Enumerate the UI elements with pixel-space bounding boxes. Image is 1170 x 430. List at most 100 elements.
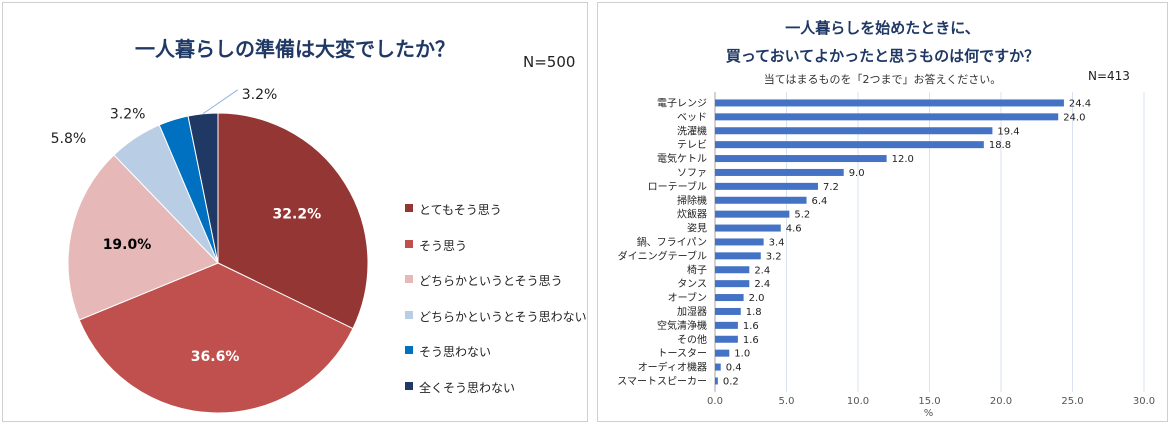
bar-xtick-label-4: 20.0 (990, 396, 1012, 407)
bar-category-label-16: 空気清浄機 (657, 319, 707, 332)
bar-x-axis-label: % (924, 408, 934, 419)
bar-category-label-9: 姿見 (687, 222, 707, 235)
bar-value-label-1: 24.0 (1063, 112, 1085, 123)
pie-legend-swatch-0 (405, 204, 413, 212)
pie-legend-label-1: そう思う (419, 238, 468, 253)
bar-value-label-11: 3.2 (766, 251, 782, 262)
bar-value-label-12: 2.4 (754, 265, 770, 276)
bar-category-label-8: 炊飯器 (677, 208, 707, 221)
pie-legend-label-3: どちらかというとそう思わない (419, 309, 587, 324)
bar-category-label-15: 加湿器 (677, 306, 707, 318)
pie-chart: 32.2% 36.6% 19.0% 5.8% 3.2% 3.2% (51, 87, 369, 414)
bar-value-label-10: 3.4 (769, 237, 785, 248)
pie-legend-label-0: とてもそう思う (419, 203, 502, 217)
bar-category-label-12: 椅子 (687, 263, 707, 276)
bar-value-label-6: 7.2 (823, 182, 839, 193)
pie-slice-0 (217, 112, 369, 330)
bar-11 (715, 252, 761, 260)
bar-value-label-17: 1.6 (743, 335, 759, 346)
bar-6 (715, 182, 818, 190)
bar-19 (715, 363, 721, 371)
bar-8 (715, 210, 790, 218)
bar-chart-title-line1: 一人暮らしを始めたときに、 (785, 19, 980, 37)
bar-2 (715, 127, 993, 135)
bar-category-label-13: タンス (677, 278, 707, 290)
pie-legend-swatch-3 (405, 310, 413, 319)
bar-category-label-20: スマートスピーカー (617, 375, 707, 387)
bar-4 (715, 155, 887, 163)
bar-category-label-11: ダイニングテーブル (618, 249, 707, 262)
bar-category-label-6: ローテーブル (648, 180, 707, 193)
pie-chart-n-label: N=500 (523, 53, 576, 71)
bar-category-label-14: オーブン (668, 291, 707, 304)
bar-chart-panel: 一人暮らしを始めたときに、 買っておいてよかったと思うものは何ですか？ 当てはま… (597, 2, 1168, 422)
bar-value-label-20: 0.2 (723, 376, 739, 387)
bar-value-label-3: 18.8 (989, 140, 1011, 151)
bar-category-label-5: ソファ (677, 168, 707, 179)
bar-category-label-0: 電子レンジ (657, 97, 707, 109)
pie-value-label-5: 3.2% (242, 87, 278, 103)
bar-xtick-label-0: 0.0 (707, 396, 723, 407)
pie-slice-1 (78, 262, 354, 414)
bar-1 (715, 113, 1059, 121)
bar-9 (715, 224, 781, 232)
bar-category-label-19: オーディオ機器 (638, 361, 707, 374)
pie-legend-swatch-2 (405, 275, 413, 283)
bar-value-label-16: 1.6 (743, 321, 759, 332)
bar-xtick-label-1: 5.0 (779, 396, 795, 407)
bar-7 (715, 196, 807, 204)
bar-value-label-4: 12.0 (892, 154, 914, 165)
bar-category-label-17: その他 (677, 333, 707, 346)
pie-value-label-4: 3.2% (110, 106, 146, 122)
bar-chart: 0.0 5.0 10.0 15.0 20.0 25.0 30.0% 電子レンジ 24.4 ベッド 2… (617, 92, 1155, 419)
pie-legend-swatch-5 (405, 381, 413, 390)
bar-value-label-7: 6.4 (812, 196, 828, 207)
bar-value-label-5: 9.0 (849, 168, 865, 179)
pie-slice-5 (187, 112, 219, 264)
bar-xtick-label-2: 10.0 (847, 396, 869, 407)
bar-value-label-15: 1.8 (746, 307, 762, 318)
pie-chart-title: 一人暮らしの準備は大変でしたか？ (135, 37, 455, 61)
bar-3 (715, 141, 984, 149)
bar-10 (715, 238, 764, 246)
bar-category-label-2: 洗濯機 (677, 124, 707, 137)
pie-value-label-2: 19.0% (103, 237, 152, 253)
bar-xtick-label-5: 25.0 (1061, 396, 1083, 407)
bar-value-label-19: 0.4 (726, 363, 742, 374)
bar-14 (715, 294, 744, 302)
bar-xtick-label-3: 15.0 (918, 396, 940, 407)
bar-12 (715, 266, 750, 274)
bar-category-label-18: トースター (658, 348, 708, 360)
bar-category-label-4: 電気ケトル (657, 152, 707, 165)
bar-value-label-2: 19.4 (997, 126, 1019, 137)
pie-value-label-3: 5.8% (51, 131, 87, 147)
bar-value-label-13: 2.4 (754, 279, 770, 290)
bar-0 (715, 99, 1064, 107)
bar-value-label-8: 5.2 (794, 210, 810, 221)
bar-value-label-14: 2.0 (749, 293, 765, 304)
bar-13 (715, 280, 750, 288)
bar-value-label-9: 4.6 (786, 224, 802, 235)
bar-20 (715, 377, 718, 385)
bar-15 (715, 307, 741, 315)
pie-leader-line-5 (202, 89, 239, 115)
bar-category-label-3: テレビ (677, 139, 707, 151)
bar-category-label-7: 掃除機 (677, 194, 707, 207)
bar-value-label-0: 24.4 (1069, 98, 1091, 109)
pie-legend-swatch-1 (405, 239, 413, 248)
bar-17 (715, 335, 738, 343)
bar-chart-title-line2: 買っておいてよかったと思うものは何ですか？ (725, 47, 1040, 65)
pie-chart-panel: 一人暮らしの準備は大変でしたか？ N=500 32.2% 36.6% 19.0% 5.… (2, 2, 588, 422)
bar-18 (715, 349, 730, 357)
pie-value-label-0: 32.2% (273, 207, 322, 223)
pie-slice-2 (67, 154, 219, 321)
bar-value-label-18: 1.0 (734, 349, 750, 360)
pie-legend-swatch-4 (405, 346, 413, 354)
bar-16 (715, 321, 738, 329)
pie-legend-label-4: そう思わない (419, 345, 492, 359)
bar-category-label-1: ベッド (677, 111, 707, 123)
bar-xtick-label-6: 30.0 (1133, 396, 1155, 407)
pie-legend-label-2: どちらかというとそう思う (419, 274, 563, 288)
bar-category-label-10: 鍋、フライパン (637, 235, 707, 248)
bar-5 (715, 168, 844, 176)
